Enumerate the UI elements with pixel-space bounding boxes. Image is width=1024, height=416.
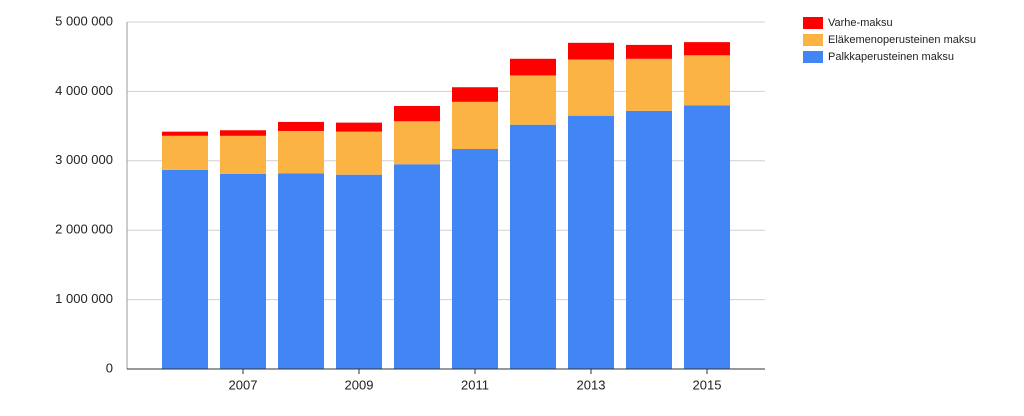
x-tick-label: 2015 — [693, 377, 722, 392]
bar-segment — [394, 105, 440, 122]
x-tick-label: 2009 — [345, 377, 374, 392]
bar-segment — [162, 131, 208, 136]
y-tick-label: 4 000 000 — [55, 83, 113, 98]
bar-segment — [452, 149, 498, 369]
legend-swatch — [803, 34, 823, 46]
bar-segment — [626, 110, 672, 369]
bar-segment — [220, 130, 266, 136]
bar-segment — [452, 101, 498, 150]
bar-segment — [336, 131, 382, 175]
bar-segment — [336, 174, 382, 369]
bar-segment — [510, 58, 556, 76]
bar-segment — [336, 122, 382, 132]
x-tick-label: 2011 — [461, 377, 489, 392]
bar-segment — [162, 169, 208, 369]
bar-segment — [220, 135, 266, 174]
y-tick-label: 5 000 000 — [55, 13, 113, 28]
bar-segment — [626, 44, 672, 59]
bar-segment — [510, 124, 556, 369]
bar-segment — [162, 135, 208, 170]
legend-label: Varhe-maksu — [828, 17, 893, 29]
bar-segment — [684, 42, 730, 56]
bar-segment — [220, 173, 266, 369]
legend-label: Palkkaperusteinen maksu — [828, 51, 954, 63]
bar-segment — [568, 42, 614, 60]
bar-segment — [510, 75, 556, 125]
legend-swatch — [803, 17, 823, 29]
y-tick-label: 2 000 000 — [55, 222, 113, 237]
bar-segment — [626, 58, 672, 111]
y-tick-label: 3 000 000 — [55, 152, 113, 167]
bar-segment — [684, 105, 730, 369]
bar-segment — [394, 121, 440, 165]
bar-segment — [278, 173, 324, 369]
bar-segment — [278, 130, 324, 174]
legend-label: Eläkemenoperusteinen maksu — [828, 34, 976, 46]
bar-segment — [394, 164, 440, 369]
legend-swatch — [803, 51, 823, 63]
y-tick-label: 1 000 000 — [55, 291, 113, 306]
bar-segment — [568, 59, 614, 116]
bar-segment — [684, 55, 730, 106]
bar-segment — [568, 115, 614, 369]
x-tick-label: 2007 — [229, 377, 258, 392]
bar-segment — [452, 87, 498, 102]
y-tick-label: 0 — [106, 360, 113, 375]
x-tick-label: 2013 — [577, 377, 606, 392]
bar-segment — [278, 121, 324, 131]
